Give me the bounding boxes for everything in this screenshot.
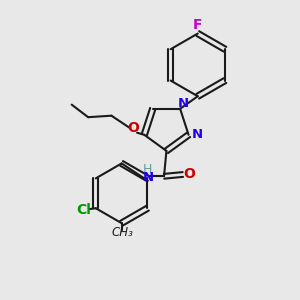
Text: N: N	[191, 128, 203, 141]
Text: H: H	[143, 163, 153, 176]
Text: O: O	[127, 121, 139, 135]
Text: N: N	[142, 171, 154, 184]
Text: Cl: Cl	[76, 203, 91, 217]
Text: N: N	[178, 97, 189, 110]
Text: CH₃: CH₃	[111, 226, 133, 239]
Text: F: F	[193, 18, 202, 32]
Text: O: O	[183, 167, 195, 182]
